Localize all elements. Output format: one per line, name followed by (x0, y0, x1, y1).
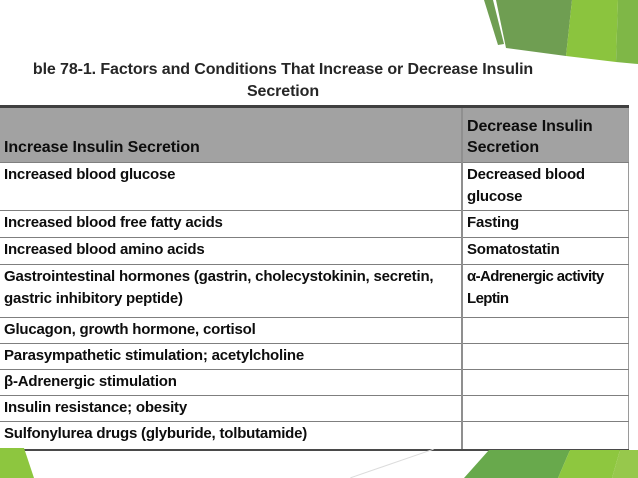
deco-chevron-band-dark (496, 0, 572, 56)
cell-decrease: Somatostatin (462, 237, 628, 265)
insulin-secretion-table: Increase Insulin Secretion Decrease Insu… (0, 105, 629, 451)
cell-decrease: Decreased blood glucose (462, 162, 628, 211)
table-row: Glucagon, growth hormone, cortisol (0, 317, 628, 344)
cell-increase: Glucagon, growth hormone, cortisol (0, 317, 463, 344)
deco-chevron-band-mid (616, 0, 638, 64)
cell-decrease (462, 369, 628, 396)
deco-chevron-band-bright (558, 450, 620, 478)
deco-faint-diagonal-line (350, 448, 434, 478)
cell-increase: Gastrointestinal hormones (gastrin, chol… (0, 264, 463, 318)
deco-chevron-band-bright (566, 0, 618, 62)
cell-decrease (462, 395, 628, 422)
table-row: β-Adrenergic stimulation (0, 369, 628, 396)
slide-title: ble 78-1. Factors and Conditions That In… (0, 59, 626, 103)
column-header-increase: Increase Insulin Secretion (0, 106, 463, 163)
cell-increase: Parasympathetic stimulation; acetylcholi… (0, 343, 463, 370)
cell-decrease: α-Adrenergic activity Leptin (462, 264, 628, 318)
table-header-row: Increase Insulin Secretion Decrease Insu… (0, 106, 628, 163)
cell-increase: Sulfonylurea drugs (glyburide, tolbutami… (0, 421, 463, 451)
table-row: Insulin resistance; obesity (0, 395, 628, 422)
table-row: Gastrointestinal hormones (gastrin, chol… (0, 264, 628, 318)
cell-increase: Increased blood glucose (0, 162, 463, 211)
cell-increase: Increased blood amino acids (0, 237, 463, 265)
cell-decrease (462, 421, 628, 451)
deco-chevron-top-right (480, 0, 638, 70)
insulin-secretion-table-wrap: Increase Insulin Secretion Decrease Insu… (0, 105, 629, 451)
table-row: Increased blood amino acids Somatostatin (0, 237, 628, 265)
table-row: Increased blood glucose Decreased blood … (0, 162, 628, 211)
deco-chevron-bottom-right (455, 448, 638, 478)
slide-title-line1: ble 78-1. Factors and Conditions That In… (32, 61, 534, 78)
table-row: Sulfonylurea drugs (glyburide, tolbutami… (0, 421, 628, 451)
cell-decrease (462, 317, 628, 344)
slide-title-line2: Secretion (246, 83, 319, 100)
cell-increase: Increased blood free fatty acids (0, 210, 463, 238)
cell-increase: Insulin resistance; obesity (0, 395, 463, 422)
table-row: Increased blood free fatty acids Fasting (0, 210, 628, 238)
cell-decrease: Fasting (462, 210, 628, 238)
cell-decrease (462, 343, 628, 370)
deco-corner-band (0, 448, 34, 478)
cell-increase: β-Adrenergic stimulation (0, 369, 463, 396)
column-header-decrease: Decrease Insulin Secretion (462, 106, 628, 163)
table-row: Parasympathetic stimulation; acetylcholi… (0, 343, 628, 370)
deco-corner-bottom-left (0, 446, 40, 478)
